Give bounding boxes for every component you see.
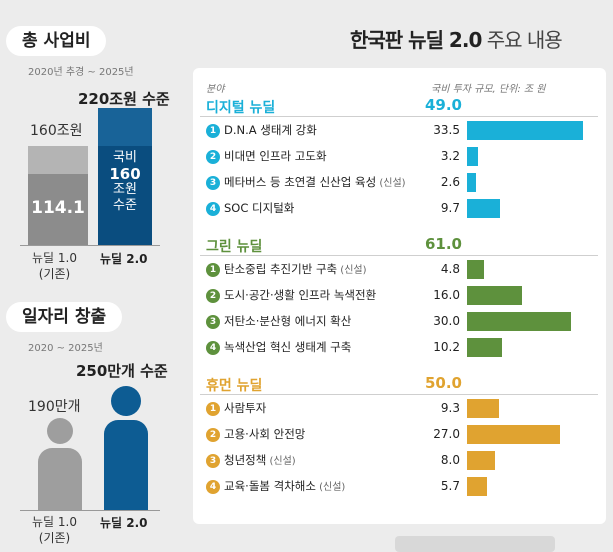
human-item-bar xyxy=(467,425,560,444)
green-item-value: 30.0 xyxy=(433,314,460,328)
human-item-bar xyxy=(467,451,495,470)
green-item-value: 10.2 xyxy=(433,340,460,354)
digital-item-bar xyxy=(467,173,476,192)
digital-item-value: 2.6 xyxy=(440,175,460,189)
green-item-value: 4.8 xyxy=(440,262,460,276)
item-new-tag: (신설) xyxy=(266,456,296,467)
item-number-badge: 1 xyxy=(206,263,220,277)
item-label-text: D.N.A 생태계 강화 xyxy=(224,123,317,137)
human-group-title: 휴먼 뉴딜 xyxy=(206,378,263,394)
jobs-x-new: 뉴딜 2.0 xyxy=(100,516,148,530)
jobs-tag: 일자리 창출 xyxy=(6,302,123,332)
item-number-badge: 1 xyxy=(206,124,220,138)
human-item-label: 1 사람투자 xyxy=(206,398,266,418)
item-number-badge: 4 xyxy=(206,480,220,494)
green-item-label: 3 저탄소·분산형 에너지 확산 xyxy=(206,311,351,331)
jobs-old-person-icon xyxy=(38,418,82,510)
digital-group-title: 디지털 뉴딜 xyxy=(206,100,276,116)
human-item-label: 4 교육·돌봄 격차해소 (신설) xyxy=(206,476,345,496)
item-number-badge: 3 xyxy=(206,454,220,468)
item-new-tag: (신설) xyxy=(315,482,346,493)
item-new-tag: (신설) xyxy=(376,178,406,189)
green-item-bar xyxy=(467,286,522,305)
digital-item-value: 3.2 xyxy=(440,149,460,163)
page-title: 한국판 뉴딜 2.0 주요 내용 xyxy=(350,28,563,52)
item-label-text: 메타버스 등 초연결 신산업 육성 xyxy=(224,175,377,189)
total-x-new: 뉴딜 2.0 xyxy=(100,252,148,266)
item-number-badge: 2 xyxy=(206,150,220,164)
green-group-total: 61.0 xyxy=(424,235,462,253)
total-budget-tag: 총 사업비 xyxy=(6,26,107,56)
jobs-old-label: 190만개 xyxy=(28,399,81,415)
total-x-old: 뉴딜 1.0 (기존) xyxy=(32,251,77,281)
item-number-badge: 4 xyxy=(206,341,220,355)
old-national-bar xyxy=(28,174,88,245)
jobs-period: 2020 ~ 2025년 xyxy=(28,343,103,354)
human-item-value: 9.3 xyxy=(440,401,460,415)
human-item-value: 27.0 xyxy=(433,427,460,441)
new-budget-label: 220조원 수준 xyxy=(78,90,170,108)
jobs-new-person-icon xyxy=(104,386,148,510)
detail-panel xyxy=(193,68,606,524)
new-national-text: 국비 160 조원 수준 xyxy=(109,150,141,213)
item-number-badge: 2 xyxy=(206,428,220,442)
human-item-label: 3 청년정책 (신설) xyxy=(206,450,296,470)
item-new-tag: (신설) xyxy=(337,265,367,276)
green-item-label: 4 녹색산업 혁신 생태계 구축 xyxy=(206,337,351,357)
item-number-badge: 1 xyxy=(206,402,220,416)
item-label-text: 도시·공간·생활 인프라 녹색전환 xyxy=(224,288,377,302)
human-item-bar xyxy=(467,399,499,418)
human-group-total: 50.0 xyxy=(424,374,462,392)
item-label-text: 사람투자 xyxy=(224,401,267,415)
green-item-bar xyxy=(467,338,502,357)
green-group-title: 그린 뉴딜 xyxy=(206,239,263,255)
jobs-baseline xyxy=(20,510,160,511)
human-item-label: 2 고용·사회 안전망 xyxy=(206,424,305,444)
human-item-bar xyxy=(467,477,487,496)
green-item-bar xyxy=(467,312,571,331)
item-number-badge: 2 xyxy=(206,289,220,303)
digital-item-value: 9.7 xyxy=(440,201,460,215)
total-budget-period: 2020년 추경 ~ 2025년 xyxy=(28,67,134,78)
digital-item-bar xyxy=(467,147,478,166)
digital-group-total: 49.0 xyxy=(424,96,462,114)
green-group-divider xyxy=(200,255,598,256)
old-budget-label: 160조원 xyxy=(30,123,83,139)
green-item-label: 1 탄소중립 추진기반 구축 (신설) xyxy=(206,259,367,279)
item-label-text: 교육·돌봄 격차해소 xyxy=(224,479,316,493)
item-label-text: 저탄소·분산형 에너지 확산 xyxy=(224,314,352,328)
total-baseline xyxy=(20,245,160,246)
header-field: 분야 xyxy=(206,84,225,95)
item-label-text: 비대면 인프라 고도화 xyxy=(224,149,327,163)
digital-item-label: 4 SOC 디지털화 xyxy=(206,198,294,218)
digital-item-value: 33.5 xyxy=(433,123,460,137)
human-item-value: 8.0 xyxy=(440,453,460,467)
watermark-logo xyxy=(395,536,555,552)
new-national-bar xyxy=(98,146,152,245)
item-number-badge: 4 xyxy=(206,202,220,216)
green-item-value: 16.0 xyxy=(433,288,460,302)
human-item-value: 5.7 xyxy=(440,479,460,493)
green-item-label: 2 도시·공간·생활 인프라 녹색전환 xyxy=(206,285,376,305)
digital-item-label: 3 메타버스 등 초연결 신산업 육성 (신설) xyxy=(206,172,406,192)
item-label-text: 청년정책 xyxy=(224,453,267,467)
header-unit: 국비 투자 규모, 단위: 조 원 xyxy=(431,84,546,95)
jobs-x-old: 뉴딜 1.0 (기존) xyxy=(32,515,77,545)
digital-item-label: 2 비대면 인프라 고도화 xyxy=(206,146,327,166)
old-national-value: 114.1 xyxy=(31,198,85,218)
item-label-text: 녹색산업 혁신 생태계 구축 xyxy=(224,340,352,354)
human-group-divider xyxy=(200,394,598,395)
item-number-badge: 3 xyxy=(206,315,220,329)
digital-item-bar xyxy=(467,199,500,218)
green-item-bar xyxy=(467,260,484,279)
item-number-badge: 3 xyxy=(206,176,220,190)
item-label-text: 탄소중립 추진기반 구축 xyxy=(224,262,338,276)
digital-item-bar xyxy=(467,121,583,140)
digital-group-divider xyxy=(200,116,598,117)
item-label-text: 고용·사회 안전망 xyxy=(224,427,306,441)
digital-item-label: 1 D.N.A 생태계 강화 xyxy=(206,120,317,140)
item-label-text: SOC 디지털화 xyxy=(224,201,295,215)
jobs-new-label: 250만개 수준 xyxy=(76,362,168,380)
